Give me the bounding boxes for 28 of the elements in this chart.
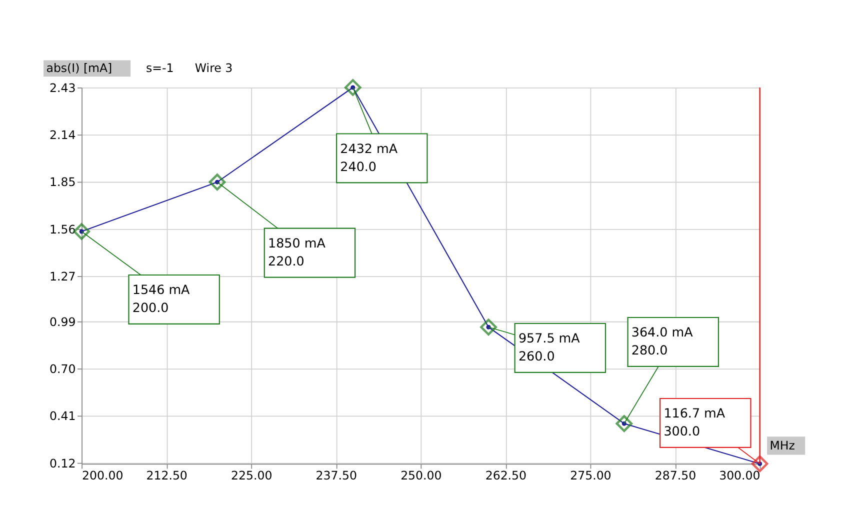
x-tick-label: 300.00 [719, 468, 760, 483]
x-tick-label: 275.00 [570, 468, 612, 483]
y-tick-label: 1.56 [50, 222, 76, 236]
text: Wire 3 [194, 61, 233, 76]
annotation: 1546 mA 200.0 [132, 282, 190, 316]
y-axis-title: abs(I) [mA] [46, 61, 112, 76]
x-tick-label: 287.50 [654, 468, 696, 483]
x-tick-label: 237.50 [316, 468, 357, 483]
y-tick-label: 0.12 [50, 456, 76, 470]
y-tick-label: 2.43 [50, 80, 76, 95]
y-tick-label: 1.85 [50, 175, 76, 190]
y-tick-label: 1.27 [50, 269, 76, 284]
annotation: 2432 mA 240.0 [340, 140, 398, 174]
x-tick-label: 250.00 [400, 468, 442, 483]
y-tick-label: 0.70 [50, 362, 76, 376]
x-tick-label: 212.50 [146, 468, 188, 483]
annotation: 1850 mA 220.0 [268, 235, 326, 268]
y-tick-label: 2.14 [50, 128, 76, 142]
x-tick-label: 200.00 [82, 468, 124, 483]
x-axis-title: MHz [770, 438, 795, 452]
annotation: 957.5 mA 260.0 [518, 330, 580, 364]
y-tick-label: 0.41 [50, 409, 76, 424]
x-tick-label: 262.50 [485, 468, 527, 483]
y-tick-label: 0.99 [50, 314, 76, 329]
annotation: 116.7 mA 300.0 [664, 406, 726, 439]
x-tick-label: 225.00 [231, 468, 272, 483]
annotation: 364.0 mA 280.0 [631, 324, 694, 358]
text: s=-1 [146, 61, 174, 76]
